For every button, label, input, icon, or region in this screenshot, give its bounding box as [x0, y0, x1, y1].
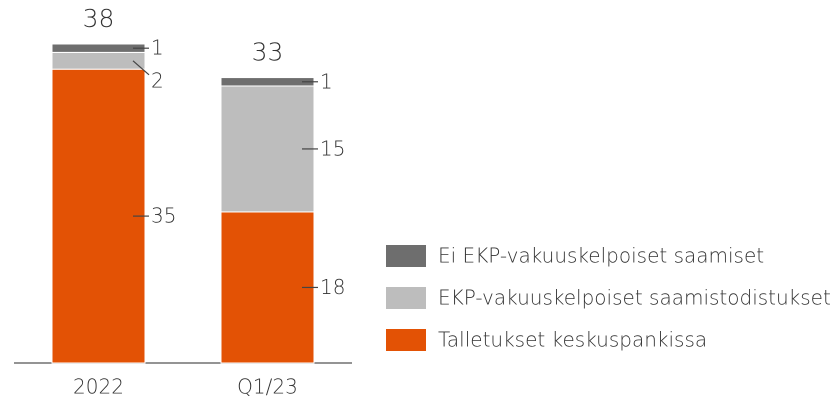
total-label: 38 [83, 4, 115, 33]
legend-label: Talletukset keskuspankissa [438, 328, 707, 352]
x-tick-label: 2022 [73, 375, 124, 399]
bar-segment [220, 77, 315, 87]
value-label: 2 [151, 68, 164, 92]
legend-swatch [386, 287, 426, 309]
bar-segment [51, 68, 146, 364]
legend-label: EKP-vakuuskelpoiset saamistodistukset [438, 286, 831, 310]
legend-swatch [386, 329, 426, 351]
value-label: 18 [320, 275, 345, 299]
value-label: 15 [320, 136, 345, 160]
legend-label: Ei EKP-vakuuskelpoiset saamiset [438, 244, 764, 268]
value-label: 35 [151, 204, 176, 228]
bar-segment [51, 43, 146, 53]
value-label: 1 [320, 69, 333, 93]
bar-segment [220, 85, 315, 213]
bar-segment [220, 211, 315, 364]
leader-line [132, 60, 150, 76]
total-label: 33 [252, 38, 284, 67]
x-tick-label: Q1/23 [237, 375, 298, 399]
bar-segment [51, 51, 146, 70]
legend-swatch [386, 245, 426, 267]
value-label: 1 [151, 36, 164, 60]
